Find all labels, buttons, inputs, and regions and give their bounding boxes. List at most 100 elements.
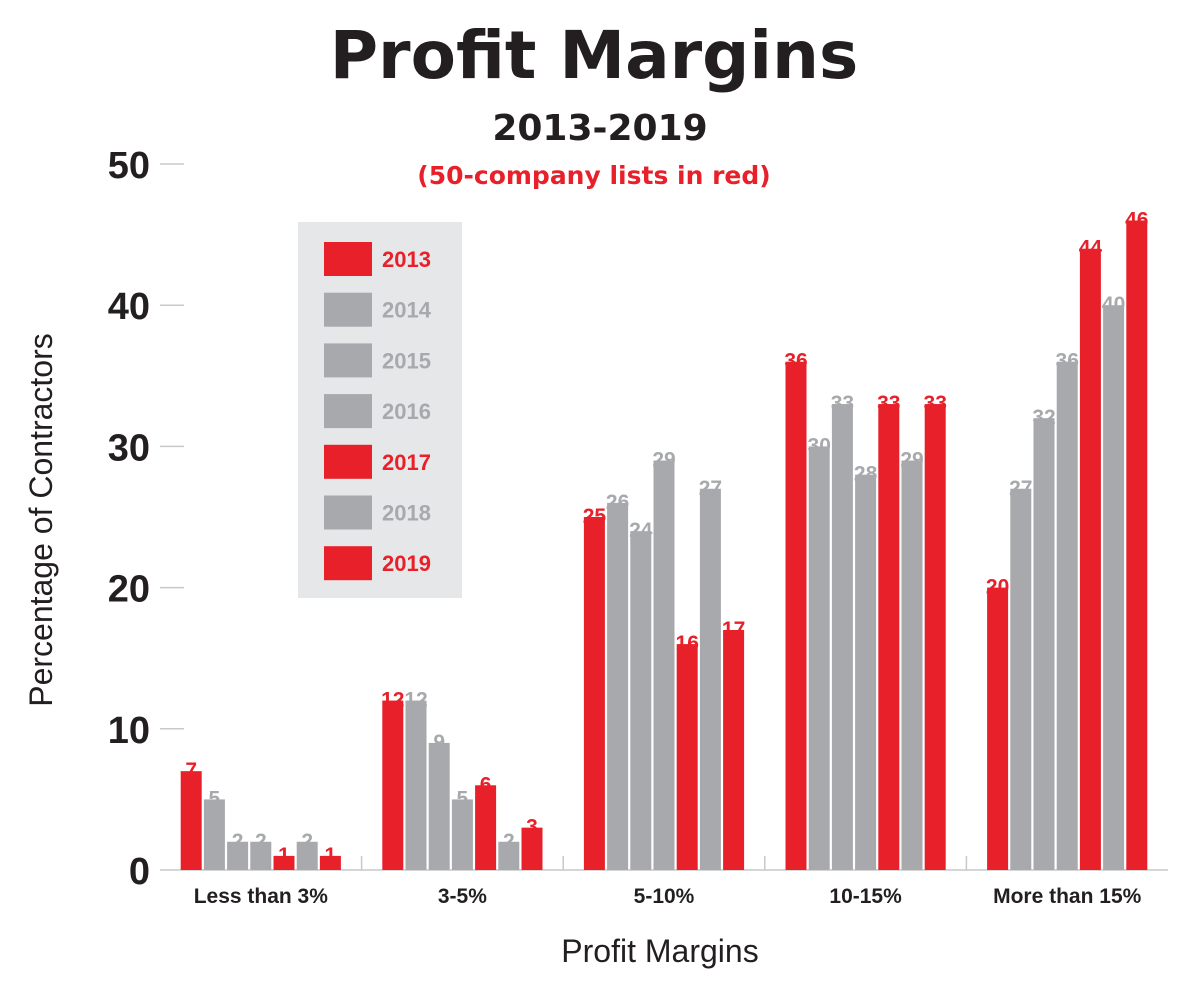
bar-2016-0 (250, 841, 272, 870)
y-tick-label: 10 (108, 710, 150, 752)
chart-subtitle: 2013-2019 (492, 108, 707, 149)
chart-note: (50-company lists in red) (417, 161, 770, 190)
data-label: 36 (1056, 350, 1079, 373)
data-label: 6 (480, 773, 492, 796)
data-label: 30 (808, 434, 831, 457)
legend-background (298, 222, 462, 598)
y-tick-label: 0 (129, 851, 150, 893)
data-label: 36 (784, 350, 807, 373)
bar-2015-0 (227, 841, 249, 870)
bar-2013-1 (382, 700, 404, 870)
data-label: 12 (381, 689, 404, 712)
bar-2019-2 (723, 629, 745, 870)
data-label: 5 (209, 787, 221, 810)
x-tick-label: 5-10% (634, 885, 695, 908)
bar-2017-0 (273, 855, 295, 870)
data-label: 33 (831, 392, 854, 415)
bar-2019-0 (319, 855, 341, 870)
data-label: 16 (676, 632, 699, 655)
legend-swatch-2014 (324, 292, 372, 327)
data-label: 5 (457, 787, 469, 810)
bar-2014-4 (1010, 488, 1032, 870)
bar-2016-3 (855, 474, 877, 870)
bar-2015-1 (428, 742, 450, 870)
bar-2015-4 (1033, 418, 1055, 870)
data-label: 32 (1032, 406, 1055, 429)
bar-2014-1 (405, 700, 427, 870)
legend-swatch-2019 (324, 546, 372, 581)
y-tick-label: 20 (108, 569, 150, 611)
bar-2018-0 (296, 841, 318, 870)
legend-label: 2015 (382, 348, 431, 373)
x-tick-label: More than 15% (993, 885, 1142, 908)
bar-2018-4 (1103, 305, 1125, 870)
data-label: 1 (325, 844, 337, 867)
data-label: 46 (1125, 208, 1148, 231)
bar-2013-3 (785, 361, 807, 870)
data-label: 17 (722, 618, 745, 641)
bar-2017-3 (878, 404, 900, 870)
bar-2015-3 (831, 404, 853, 870)
data-label: 2 (255, 830, 267, 853)
data-label: 27 (1009, 477, 1032, 500)
data-label: 26 (606, 491, 629, 514)
data-label: 44 (1079, 237, 1103, 260)
data-label: 2 (301, 830, 313, 853)
legend-swatch-2016 (324, 394, 372, 429)
data-label: 1 (278, 844, 290, 867)
data-label: 40 (1102, 293, 1125, 316)
x-tick-label: 10-15% (829, 885, 902, 908)
bar-2015-2 (630, 531, 652, 870)
bar-2014-0 (203, 799, 225, 870)
legend-swatch-2015 (324, 343, 372, 378)
bar-2013-0 (180, 771, 202, 870)
x-tick-label: 3-5% (438, 885, 487, 908)
legend-label: 2013 (382, 247, 431, 272)
bar-2018-3 (901, 460, 923, 870)
legend-swatch-2013 (324, 242, 372, 276)
bar-2016-1 (451, 799, 473, 870)
bar-2018-2 (699, 488, 721, 870)
data-label: 12 (404, 689, 427, 712)
bar-2018-1 (498, 841, 520, 870)
legend-label: 2014 (382, 298, 432, 323)
legend-label: 2018 (382, 501, 431, 526)
legend: 2013 2014 2015 2016 2017 2018 2019 (298, 222, 462, 598)
bar-2014-3 (808, 446, 830, 870)
data-label: 33 (877, 392, 900, 415)
bar-2019-3 (924, 404, 946, 870)
data-label: 9 (433, 731, 445, 754)
bar-2014-2 (607, 502, 629, 870)
data-label: 27 (699, 477, 722, 500)
data-label: 33 (924, 392, 947, 415)
x-tick-label: Less than 3% (194, 885, 329, 908)
y-axis-label: Percentage of Contractors (23, 333, 59, 707)
data-label: 24 (629, 519, 653, 542)
bar-2013-2 (583, 517, 605, 870)
x-axis-label: Profit Margins (561, 933, 758, 969)
legend-label: 2017 (382, 450, 431, 475)
bar-2019-4 (1126, 220, 1148, 871)
data-label: 29 (652, 449, 675, 472)
y-tick-label: 30 (108, 427, 150, 469)
bar-2016-2 (653, 460, 675, 870)
bar-2016-4 (1056, 361, 1078, 870)
data-label: 2 (503, 830, 515, 853)
legend-swatch-2018 (324, 495, 372, 530)
data-label: 20 (986, 576, 1009, 599)
data-label: 28 (854, 463, 878, 486)
chart-title: Profit Margins (330, 17, 859, 94)
y-tick-label: 50 (108, 145, 150, 187)
data-label: 3 (526, 816, 538, 839)
bar-2017-1 (475, 785, 497, 870)
data-label: 7 (185, 759, 197, 782)
bar-2013-4 (987, 587, 1009, 870)
data-label: 2 (232, 830, 244, 853)
data-label: 25 (583, 505, 607, 528)
legend-label: 2019 (382, 551, 431, 576)
legend-label: 2016 (382, 399, 431, 424)
bar-2019-1 (521, 827, 543, 870)
data-label: 29 (900, 449, 923, 472)
bar-2017-2 (676, 644, 698, 870)
